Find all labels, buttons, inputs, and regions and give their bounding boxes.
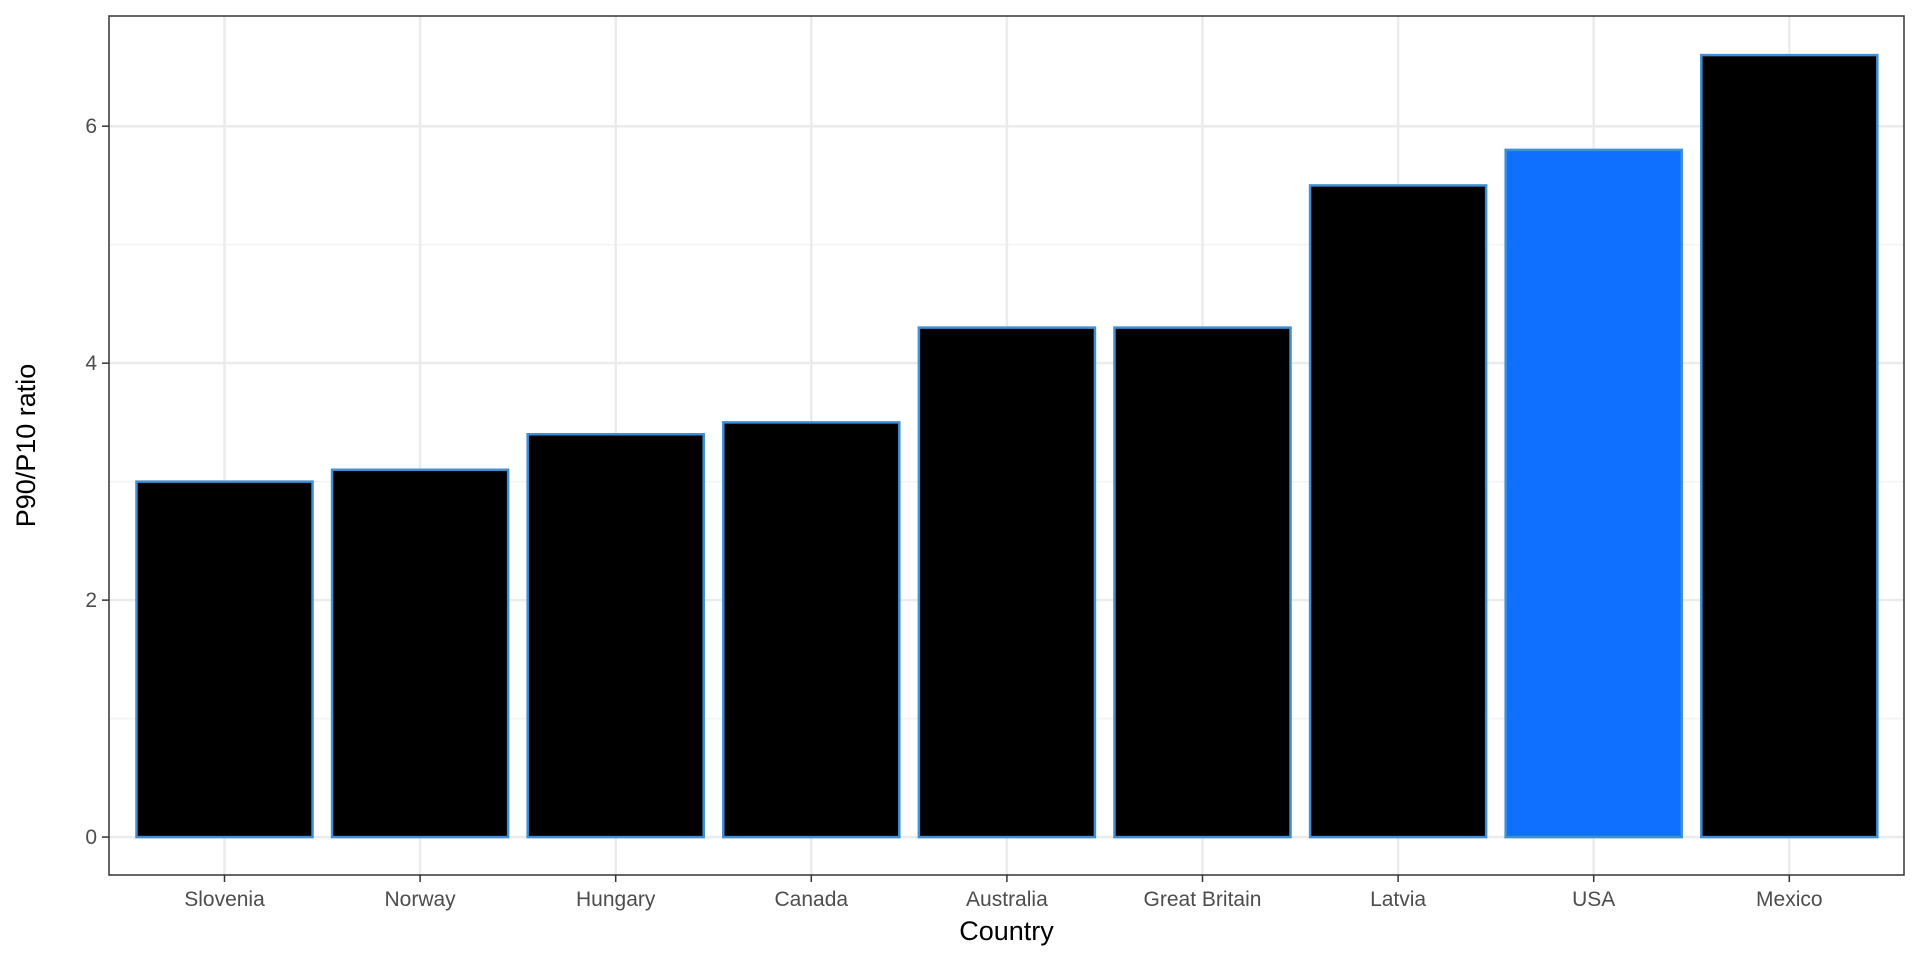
bar-mexico [1700,53,1879,839]
bar-usa [1504,148,1683,839]
x-tick-label: Mexico [1756,888,1823,911]
x-tick-label: Canada [775,888,849,911]
y-tick-label: 6 [85,115,97,138]
y-tick-label: 4 [85,352,97,375]
x-tick-label: Latvia [1370,888,1426,911]
x-tick-label: Norway [385,888,457,911]
bar-australia [917,326,1097,839]
x-axis-ticks: Slovenia Norway Hungary Canada Australia Grea… [184,875,1823,911]
y-tick-label: 2 [85,589,97,612]
bar-latvia [1308,184,1488,839]
x-tick-label: Hungary [576,888,656,911]
bar-great-britain [1113,326,1292,839]
x-tick-label: USA [1572,888,1615,911]
y-tick-label: 0 [85,826,97,849]
bar-norway [330,468,510,839]
bars [135,53,1879,839]
x-tick-label: Australia [966,888,1048,911]
bar-hungary [526,432,705,839]
y-axis-ticks: 0 2 4 6 [85,115,109,849]
x-tick-label: Great Britain [1144,888,1262,911]
bar-canada [722,421,901,839]
x-tick-label: Slovenia [184,888,265,911]
y-axis-title: P90/P10 ratio [11,364,41,528]
x-axis-title: Country [959,916,1054,946]
bar-slovenia [135,480,314,839]
